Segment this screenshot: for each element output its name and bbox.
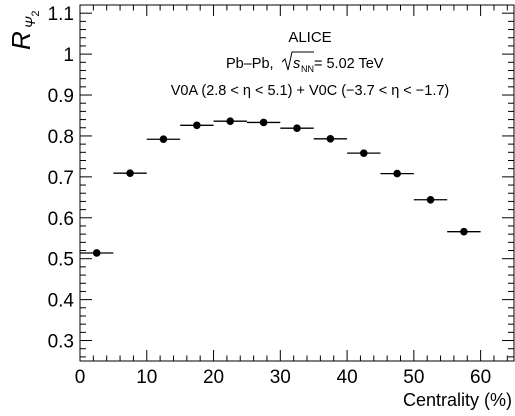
- data-point: [226, 117, 235, 126]
- x-tick-label: 50: [403, 367, 424, 388]
- annotation-system: Pb–Pb,: [226, 56, 274, 72]
- annotation-experiment: ALICE: [288, 29, 331, 46]
- data-point: [393, 169, 401, 178]
- x-tick-label: 40: [337, 367, 358, 388]
- data-point: [126, 169, 134, 177]
- data-point: [460, 227, 468, 236]
- y-axis-title-subsub: 2: [30, 10, 42, 16]
- annotation-sqrt-s: s: [293, 56, 300, 72]
- x-tick-label: 10: [136, 367, 157, 388]
- y-axis-title-main: R: [6, 31, 36, 50]
- data-point: [359, 149, 368, 157]
- data-point: [326, 135, 335, 143]
- y-tick-label: 0.4: [48, 291, 75, 312]
- sqrt-sign: [281, 51, 314, 71]
- annotation-detectors: V0A (2.8 < η < 5.1) + V0C (−3.7 < η < −1…: [171, 83, 450, 99]
- y-axis-title-sub: Ψ: [22, 16, 38, 28]
- y-tick-label: 0.5: [48, 250, 74, 271]
- x-tick-label: 30: [270, 367, 291, 388]
- y-tick-label: 1.1: [48, 4, 74, 25]
- y-tick-label: 0.6: [48, 209, 74, 230]
- y-tick-label: 0.8: [48, 127, 74, 148]
- annotation-energy: = 5.02 TeV: [314, 56, 384, 72]
- y-axis-title: RΨ2: [6, 10, 42, 50]
- annotation-sqrt-s-sub: NN: [301, 64, 314, 74]
- data-point: [259, 118, 268, 127]
- data-point: [426, 195, 435, 204]
- x-axis-title: Centrality (%): [403, 390, 512, 410]
- y-tick-label: 1: [63, 45, 74, 66]
- data-point: [293, 124, 301, 132]
- annotation-system-prefix: Pb–Pb,: [226, 56, 274, 72]
- x-tick-label: 60: [470, 367, 491, 388]
- y-tick-label: 0.9: [48, 86, 74, 107]
- plot-frame: [79, 4, 515, 362]
- data-point: [159, 135, 168, 144]
- y-tick-label: 0.7: [48, 168, 74, 189]
- data-point: [92, 249, 101, 257]
- data-point: [193, 121, 201, 130]
- x-tick-label: 0: [75, 367, 86, 388]
- x-tick-label: 20: [203, 367, 224, 388]
- y-tick-label: 0.3: [48, 332, 74, 353]
